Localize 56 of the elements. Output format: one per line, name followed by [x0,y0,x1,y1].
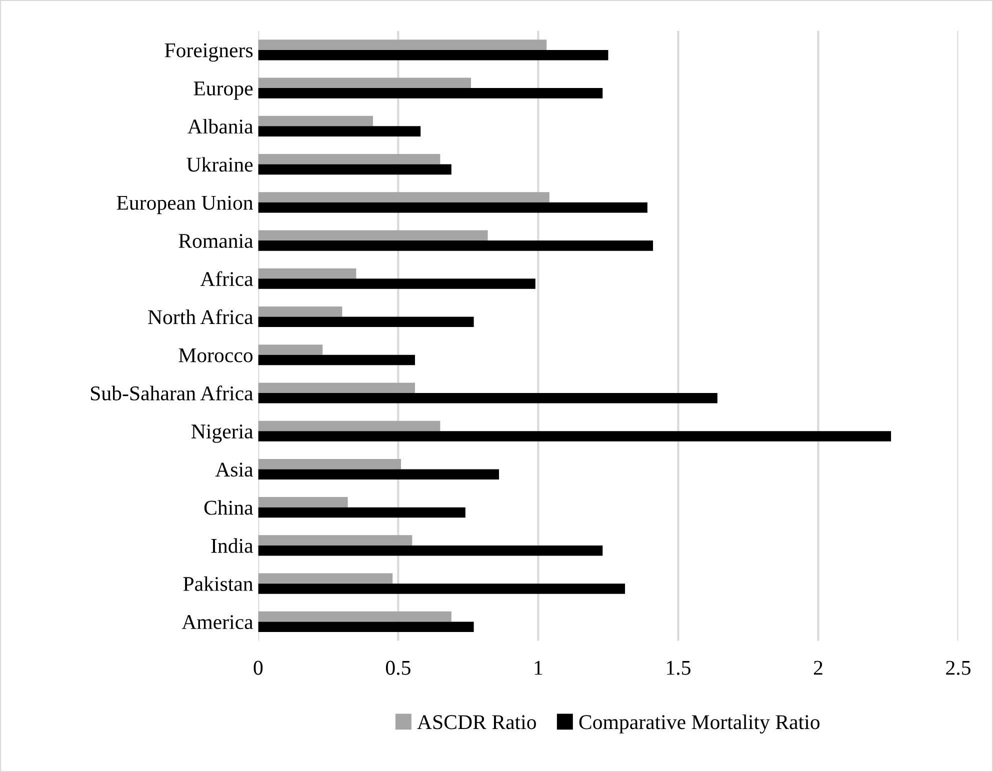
bar [258,584,626,594]
bar [258,344,323,355]
bar [258,278,536,289]
bar [258,458,401,470]
bar [258,306,342,317]
y-tick-label: Sub-Saharan Africa [90,386,254,400]
y-tick-label: Asia [215,462,254,477]
y-tick-label: Romania [178,234,254,248]
y-tick-label: Pakistan [183,576,253,592]
bar [258,240,654,251]
bar [258,78,471,88]
bar [258,497,348,508]
bar [258,316,474,328]
y-tick-label: Albania [188,118,254,134]
bar [258,154,440,164]
legend-label: ASCDR Ratio [417,715,536,730]
y-tick-label: China [204,500,254,515]
x-tick-label: 0.5 [386,660,410,675]
x-tick-label: 2 [814,660,822,675]
bar [258,202,648,213]
x-tick-label: 1.5 [667,660,690,675]
bar [258,535,412,546]
bar [258,230,488,241]
x-tick-label: 1 [534,660,542,675]
y-tick-label: Foreigners [164,43,253,62]
y-tick-label: North Africa [148,309,254,324]
y-tick-label: Europe [194,82,253,100]
bar [258,420,440,432]
legend-label: Comparative Mortality Ratio [579,714,820,734]
y-tick-label: Africa [200,271,254,286]
bar [258,431,892,442]
bar [258,382,415,393]
bar [258,392,718,404]
bar [258,354,415,366]
x-tick-label: 0 [254,660,263,675]
y-tick-label: India [211,538,254,553]
bar [258,622,474,632]
y-tick-label: Nigeria [191,424,254,443]
bar [258,611,452,622]
bar [258,50,608,60]
y-tick-label: Ukraine [186,157,253,172]
bar [258,469,499,480]
y-tick-label: America [182,615,254,630]
bar [258,40,547,50]
x-tick-label: 2.5 [946,660,970,675]
y-tick-label: European Union [116,196,254,214]
bar [258,507,466,518]
bar [258,268,356,279]
bar [258,164,452,175]
bar [258,126,421,136]
bar [258,192,550,202]
bar [258,573,393,584]
bar [258,88,603,98]
y-tick-label: Morocco [178,348,253,362]
bar [258,545,603,556]
bar [258,116,373,126]
